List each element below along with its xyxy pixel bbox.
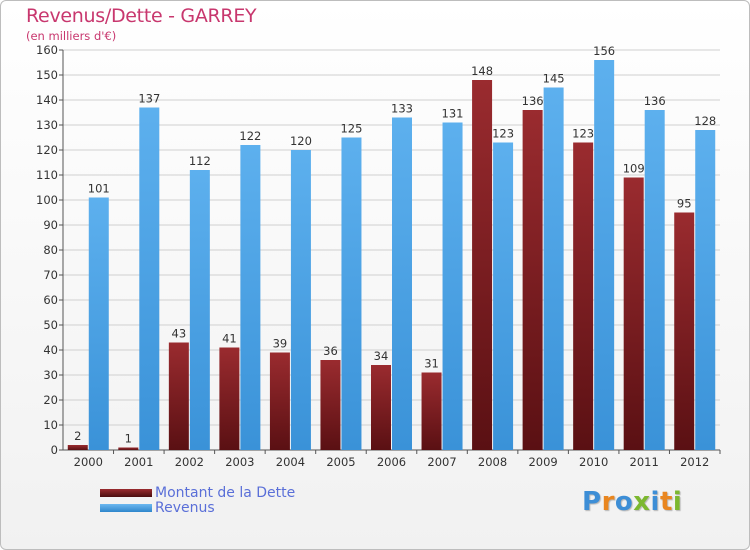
bar-revenus-2008 — [493, 142, 514, 450]
bar-dette-2001 — [118, 447, 139, 450]
x-tick-label-2003: 2003 — [225, 455, 254, 469]
legend-swatch-dette — [100, 489, 152, 497]
bar-dette-2000 — [67, 445, 88, 450]
legend-label-revenus: Revenus — [155, 500, 215, 516]
data-label-dette-2000: 2 — [74, 429, 81, 443]
bar-dette-2011 — [623, 177, 644, 450]
y-tick-label-0: 0 — [51, 443, 58, 457]
bar-dette-2009 — [522, 110, 543, 450]
chart-subtitle: (en milliers d'€) — [26, 29, 117, 43]
logo-letter: o — [614, 487, 634, 517]
data-label-dette-2006: 34 — [374, 349, 389, 363]
y-tick-label-150: 150 — [36, 68, 58, 82]
x-tick-label-2008: 2008 — [478, 455, 507, 469]
data-label-revenus-2003: 122 — [239, 129, 261, 143]
bar-revenus-2001 — [139, 107, 160, 450]
x-tick-label-2011: 2011 — [630, 455, 659, 469]
y-tick-label-40: 40 — [43, 343, 58, 357]
data-label-revenus-2008: 123 — [492, 127, 514, 141]
bar-dette-2012 — [674, 212, 695, 450]
y-tick-label-10: 10 — [43, 418, 58, 432]
data-label-revenus-2011: 136 — [644, 94, 666, 108]
data-label-revenus-2002: 112 — [189, 154, 211, 168]
bar-revenus-2009 — [543, 87, 564, 450]
y-tick-label-20: 20 — [43, 393, 58, 407]
y-tick-label-80: 80 — [43, 243, 58, 257]
y-tick-label-160: 160 — [36, 43, 58, 57]
y-tick-label-50: 50 — [43, 318, 58, 332]
y-tick-label-70: 70 — [43, 268, 58, 282]
x-tick-label-2009: 2009 — [528, 455, 557, 469]
x-tick-label-2002: 2002 — [175, 455, 204, 469]
bar-dette-2008 — [472, 80, 493, 450]
data-label-revenus-2005: 125 — [340, 122, 362, 136]
bar-revenus-2000 — [88, 197, 109, 450]
y-tick-label-120: 120 — [36, 143, 58, 157]
legend-swatch-revenus — [100, 504, 152, 512]
data-label-revenus-2006: 133 — [391, 102, 413, 116]
y-tick-label-130: 130 — [36, 118, 58, 132]
data-label-revenus-2007: 131 — [442, 107, 464, 121]
bar-dette-2003 — [219, 347, 240, 450]
bar-revenus-2007 — [442, 122, 463, 450]
data-label-dette-2010: 123 — [572, 127, 594, 141]
bar-dette-2007 — [421, 372, 442, 450]
logo-letter: t — [659, 487, 673, 517]
data-label-revenus-2001: 137 — [138, 92, 160, 106]
y-tick-label-30: 30 — [43, 368, 58, 382]
chart-title: Revenus/Dette - GARREY — [26, 5, 257, 27]
data-label-revenus-2010: 156 — [593, 44, 615, 58]
x-tick-label-2001: 2001 — [124, 455, 153, 469]
y-tick-label-90: 90 — [43, 218, 58, 232]
bar-dette-2006 — [371, 365, 391, 450]
y-tick-label-100: 100 — [36, 193, 58, 207]
x-tick-label-2004: 2004 — [276, 455, 305, 469]
logo-letter: i — [672, 487, 683, 517]
proxiti-logo: Proxiti — [582, 487, 682, 517]
bar-revenus-2012 — [695, 130, 716, 450]
data-label-dette-2001: 1 — [125, 432, 132, 446]
x-tick-label-2007: 2007 — [427, 455, 456, 469]
data-label-dette-2005: 36 — [323, 344, 338, 358]
y-tick-label-140: 140 — [36, 93, 58, 107]
logo-letter: x — [633, 487, 651, 517]
logo-letter: P — [582, 487, 602, 517]
data-label-dette-2007: 31 — [424, 357, 439, 371]
x-tick-label-2006: 2006 — [377, 455, 406, 469]
data-label-revenus-2004: 120 — [290, 134, 312, 148]
legend-label-dette: Montant de la Dette — [155, 485, 296, 501]
bar-dette-2010 — [573, 142, 594, 450]
bar-revenus-2004 — [290, 150, 311, 450]
bar-revenus-2003 — [240, 145, 261, 450]
bar-revenus-2010 — [594, 60, 615, 450]
x-tick-label-2005: 2005 — [326, 455, 355, 469]
data-label-revenus-2000: 101 — [88, 182, 110, 196]
data-label-dette-2012: 95 — [677, 197, 692, 211]
data-label-dette-2008: 148 — [471, 64, 493, 78]
bar-dette-2005 — [320, 360, 341, 450]
bar-revenus-2005 — [341, 137, 362, 450]
bar-dette-2002 — [168, 342, 189, 450]
data-label-dette-2004: 39 — [273, 337, 288, 351]
x-tick-label-2010: 2010 — [579, 455, 608, 469]
bar-revenus-2006 — [392, 117, 412, 450]
data-label-revenus-2012: 128 — [694, 114, 716, 128]
logo-letter: i — [650, 487, 660, 517]
bar-revenus-2002 — [189, 170, 210, 450]
bar-revenus-2011 — [644, 110, 665, 450]
y-tick-label-60: 60 — [43, 293, 58, 307]
data-label-dette-2002: 43 — [172, 327, 187, 341]
data-label-dette-2009: 136 — [522, 94, 544, 108]
data-label-dette-2003: 41 — [222, 332, 237, 346]
x-tick-label-2012: 2012 — [680, 455, 709, 469]
x-tick-label-2000: 2000 — [74, 455, 103, 469]
y-tick-label-110: 110 — [36, 168, 58, 182]
data-label-dette-2011: 109 — [623, 162, 645, 176]
logo-letter: r — [601, 487, 615, 517]
bar-dette-2004 — [269, 352, 290, 450]
data-label-revenus-2009: 145 — [543, 72, 565, 86]
